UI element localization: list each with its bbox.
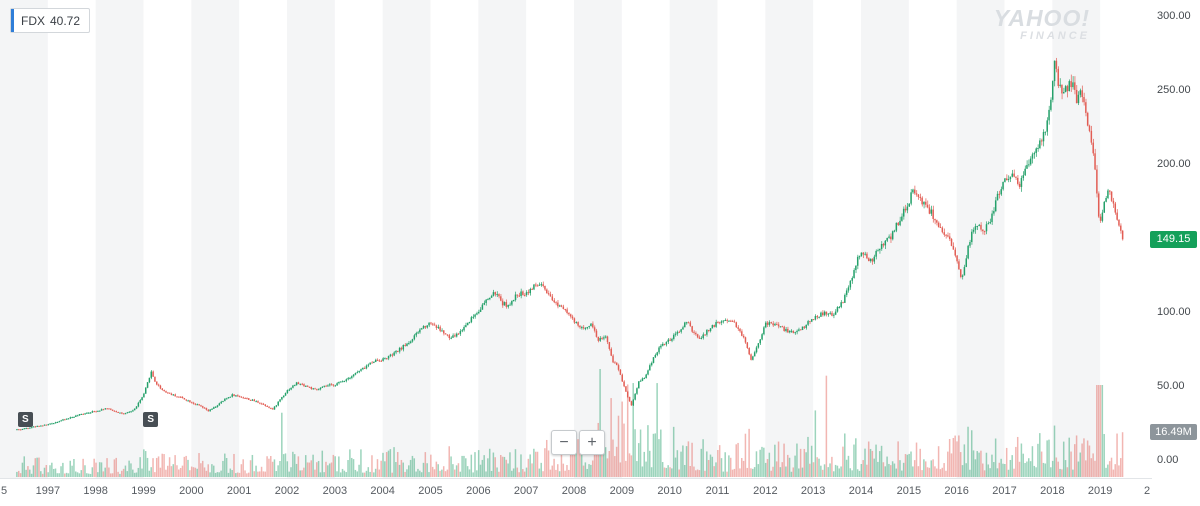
time-axis-tick: 2004 (370, 485, 395, 497)
price-axis-tick: 200.00 (1157, 158, 1191, 170)
price-axis-tick: 100.00 (1157, 306, 1191, 318)
time-axis-tick: 2013 (800, 485, 826, 497)
time-axis-tick: 2010 (657, 485, 682, 497)
time-axis-tick: 2 (1143, 485, 1151, 497)
price-axis-tick: 0.00 (1157, 454, 1179, 466)
time-axis-tick: 2000 (179, 485, 204, 497)
time-axis-tick: 2018 (1040, 485, 1065, 497)
time-axis-tick: 2015 (896, 485, 922, 497)
legend-symbol: FDX (21, 13, 45, 28)
price-axis-tick: 250.00 (1157, 84, 1191, 96)
time-axis-tick: 2002 (274, 485, 300, 497)
split-event-marker[interactable]: S (17, 412, 33, 427)
time-axis-tick: 2011 (705, 485, 730, 497)
time-axis-tick: 2003 (322, 485, 348, 497)
time-axis-tick: 1998 (83, 485, 108, 497)
legend-value: 40.72 (50, 13, 81, 28)
time-axis-tick: 2017 (992, 485, 1017, 497)
time-axis-tick: 2005 (418, 485, 443, 497)
yahoo-finance-watermark: YAHOO! FINANCE (994, 6, 1090, 42)
finance-logo-text: FINANCE (1020, 30, 1090, 42)
time-axis-tick: 2019 (1087, 485, 1113, 497)
time-axis-tick: 2014 (848, 485, 874, 497)
legend-accent-bar (11, 9, 14, 32)
time-axis-tick: 1999 (131, 485, 156, 497)
price-volume-chart-canvas[interactable] (0, 0, 1148, 478)
price-axis-tick: 300.00 (1157, 10, 1191, 22)
time-axis: 5 1997 1998 1999 2000 2001 2002 2003 2004 2005 200… (0, 478, 1152, 506)
time-axis-tick: 2006 (466, 485, 491, 497)
split-event-marker[interactable]: S (143, 412, 159, 427)
last-volume-badge: 16.49M (1150, 424, 1197, 440)
time-axis-tick: 1997 (35, 485, 61, 497)
zoom-out-button[interactable]: − (551, 430, 577, 455)
price-axis-tick: 50.00 (1157, 380, 1185, 392)
time-axis-tick: 2007 (513, 485, 539, 497)
last-price-badge: 149.15 (1150, 231, 1197, 248)
time-axis-tick: 2008 (561, 485, 587, 497)
time-axis-tick: 5 (0, 485, 8, 497)
time-axis-tick: 2009 (609, 485, 635, 497)
symbol-legend-chip: FDX 40.72 (10, 8, 91, 33)
yahoo-logo-text: YAHOO! (993, 5, 1090, 31)
time-axis-tick: 2001 (226, 485, 252, 497)
chart-plot-area: FDX 40.72 YAHOO! FINANCE − + S S (0, 0, 1148, 478)
zoom-control: − + (551, 430, 605, 455)
time-axis-tick: 2016 (944, 485, 969, 497)
time-axis-tick: 2012 (753, 485, 778, 497)
zoom-in-button[interactable]: + (579, 430, 605, 455)
